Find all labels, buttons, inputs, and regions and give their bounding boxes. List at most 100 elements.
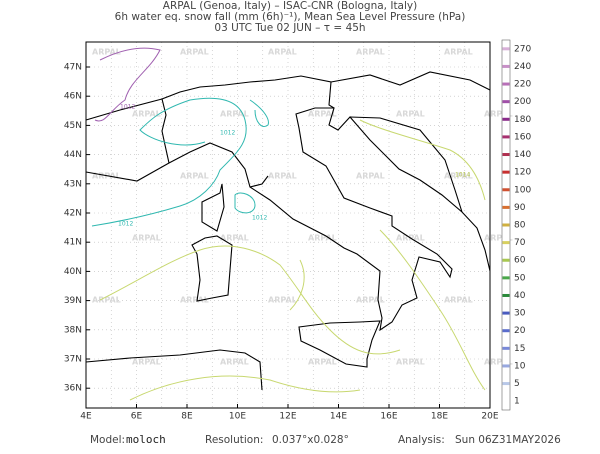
lat-label: 47N <box>64 63 82 73</box>
colorbar-swatch <box>502 117 510 121</box>
footer-value: 0.037°x0.028° <box>272 434 349 446</box>
colorbar-swatch <box>502 100 510 104</box>
footer-label: Model: <box>90 434 125 446</box>
watermark: ARPAL <box>444 172 473 181</box>
footer-label: Resolution: <box>205 434 263 446</box>
colorbar-label: 200 <box>514 97 531 107</box>
colorbar-label: 20 <box>514 326 526 336</box>
watermark: ARPAL <box>268 296 297 305</box>
lat-label: 41N <box>64 238 82 248</box>
watermark: ARPAL <box>132 110 161 119</box>
watermarks: ARPAL ARPAL ARPAL ARPAL ARPAL ARPAL ARPAL ARPAL… <box>92 48 513 367</box>
lon-label: 12E <box>279 412 296 422</box>
title-line: ARPAL (Genoa, Italy) – ISAC-CNR (Bologna… <box>163 0 417 12</box>
watermark: ARPAL <box>396 110 425 119</box>
colorbar-swatch <box>502 153 510 157</box>
colorbar-swatch <box>502 382 510 386</box>
watermark: ARPAL <box>92 296 121 305</box>
lat-label: 45N <box>64 121 82 131</box>
colorbar-swatch <box>502 241 510 245</box>
border <box>85 98 163 121</box>
colorbar-label: 180 <box>514 115 531 125</box>
watermark: ARPAL <box>356 172 385 181</box>
colorbar-swatch <box>502 170 510 174</box>
watermark: ARPAL <box>220 358 249 367</box>
colorbar-swatch <box>502 258 510 262</box>
lon-label: 10E <box>229 412 246 422</box>
lon-label: 18E <box>431 412 448 422</box>
watermark: ARPAL <box>180 296 209 305</box>
contour-label: 1012 <box>252 215 267 222</box>
coastlines <box>85 71 491 391</box>
colorbar: 1510152030405060708090100120140160180200… <box>501 39 531 411</box>
corsica <box>201 183 225 232</box>
colorbar-label: 70 <box>514 238 526 248</box>
watermark: ARPAL <box>484 110 513 119</box>
colorbar-swatch <box>502 364 510 368</box>
coast <box>249 175 269 188</box>
watermark: ARPAL <box>132 358 161 367</box>
contour-label: 1012 <box>118 221 133 228</box>
watermark: ARPAL <box>396 358 425 367</box>
watermark: ARPAL <box>484 234 513 243</box>
colorbar-swatch <box>502 346 510 350</box>
contour-label: 1012 <box>120 104 135 111</box>
watermark: ARPAL <box>356 296 385 305</box>
lat-label: 44N <box>64 150 82 160</box>
contours <box>91 47 486 401</box>
sardinia <box>191 235 233 302</box>
watermark: ARPAL <box>220 234 249 243</box>
lat-labels: 47N 46N 45N 44N 43N 42N 41N 40N 39N 38N 37N 36N <box>64 63 90 394</box>
colorbar-label: 5 <box>514 379 520 389</box>
watermark: ARPAL <box>444 48 473 57</box>
lat-label: 43N <box>64 179 82 189</box>
colorbar-swatch <box>502 188 510 192</box>
watermark: ARPAL <box>308 110 337 119</box>
colorbar-swatch <box>502 276 510 280</box>
footer-label: Analysis: <box>398 434 445 446</box>
watermark: ARPAL <box>220 110 249 119</box>
colorbar-swatch <box>502 135 510 139</box>
sicily <box>298 320 381 368</box>
colorbar-swatch <box>502 293 510 297</box>
lon-label: 20E <box>481 412 498 422</box>
colorbar-label: 160 <box>514 132 531 142</box>
lon-labels: 4E 6E 8E 10E 12E 14E 16E 18E 20E <box>80 404 499 422</box>
colorbar-label: 140 <box>514 150 531 160</box>
footer-value: Sun 06Z31MAY2026 <box>455 434 561 446</box>
watermark: ARPAL <box>180 172 209 181</box>
colorbar-swatch <box>502 64 510 68</box>
title-line: 03 UTC Tue 02 JUN – τ = 45h <box>214 22 365 34</box>
watermark: ARPAL <box>484 358 513 367</box>
watermark: ARPAL <box>180 48 209 57</box>
lon-label: 4E <box>80 412 92 422</box>
watermark: ARPAL <box>92 48 121 57</box>
watermark: ARPAL <box>444 296 473 305</box>
colorbar-swatch <box>502 82 510 86</box>
lat-label: 40N <box>64 267 82 277</box>
colorbar-label: 50 <box>514 273 526 283</box>
colorbar-label: 1 <box>514 397 520 407</box>
colorbar-label: 10 <box>514 361 526 371</box>
lat-label: 39N <box>64 296 82 306</box>
watermark: ARPAL <box>356 48 385 57</box>
colorbar-swatch <box>502 47 510 51</box>
colorbar-label: 270 <box>514 44 531 54</box>
watermark: ARPAL <box>132 234 161 243</box>
footer-value: moloch <box>126 433 166 446</box>
colorbar-swatch <box>502 311 510 315</box>
lon-label: 16E <box>380 412 397 422</box>
colorbar-label: 15 <box>514 344 525 354</box>
lon-label: 14E <box>330 412 347 422</box>
colorbar-swatch <box>502 399 510 403</box>
colorbar-label: 90 <box>514 203 526 213</box>
lat-label: 38N <box>64 325 82 335</box>
colorbar-label: 60 <box>514 256 526 266</box>
border <box>349 116 463 213</box>
lon-label: 6E <box>131 412 143 422</box>
colorbar-label: 120 <box>514 168 531 178</box>
colorbar-label: 100 <box>514 185 531 195</box>
colorbar-label: 220 <box>514 80 531 90</box>
contour-label: 1012 <box>220 130 235 137</box>
